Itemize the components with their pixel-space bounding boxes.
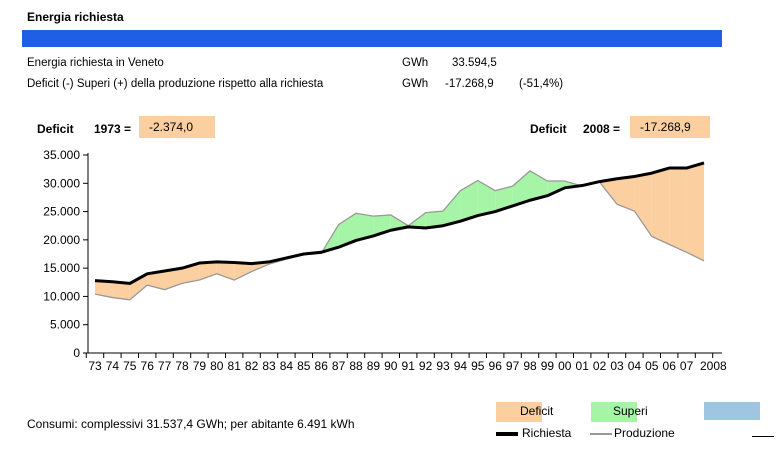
footer-consumption: Consumi: complessivi 31.537,4 GWh; per a… [27, 417, 355, 431]
y-tick-label: 15.000 [43, 261, 80, 275]
x-tick-label: 92 [419, 359, 433, 373]
x-tick-label: 90 [384, 359, 398, 373]
diff-band [199, 261, 217, 281]
x-tick-label: 91 [402, 359, 416, 373]
x-tick-label: 05 [645, 359, 659, 373]
annotation-left-value: -2.374,0 [139, 116, 215, 138]
summary-unit-deficit: GWh [402, 78, 429, 90]
legend-deficit-swatch [496, 402, 542, 422]
annotation-left-year: 1973 = [94, 122, 132, 136]
annotation-left-label: Deficit [37, 122, 74, 136]
x-tick-label: 81 [228, 359, 242, 373]
page-title: Energia richiesta [27, 10, 124, 24]
x-tick-label: 79 [193, 359, 207, 373]
series-line-richiesta [94, 161, 705, 285]
x-tick-label: 97 [506, 359, 520, 373]
x-tick-label: 02 [593, 359, 607, 373]
x-tick-label: 95 [471, 359, 485, 373]
y-tick-label: 20.000 [43, 233, 80, 247]
x-tick-label: 01 [576, 359, 590, 373]
summary-pct-deficit: (-51,4%) [519, 78, 564, 90]
diff-band [216, 261, 235, 281]
x-tick-label: 07 [680, 359, 694, 373]
diff-band [477, 180, 496, 216]
summary-label-deficit: Deficit (-) Superi (+) della produzione … [27, 78, 324, 90]
diff-band [617, 176, 635, 212]
diff-band [356, 213, 374, 241]
x-tick-label: 03 [610, 359, 624, 373]
x-tick-label: 98 [523, 359, 537, 373]
diff-band [651, 168, 670, 245]
y-tick-label: 25.000 [43, 205, 80, 219]
x-tick-label: 93 [436, 359, 450, 373]
diff-band [495, 186, 513, 212]
diff-band [669, 168, 687, 253]
diff-band [147, 270, 165, 290]
x-tick-label: 94 [454, 359, 468, 373]
diff-band [686, 162, 704, 261]
x-tick-label: 96 [489, 359, 503, 373]
legend-produzione-line [590, 433, 612, 435]
header-bar [22, 30, 722, 47]
y-tick-label: 0 [73, 346, 80, 360]
x-tick-label: 06 [663, 359, 677, 373]
diff-band [425, 211, 443, 228]
x-tick-label: 74 [106, 359, 120, 373]
x-tick-label: 04 [628, 359, 642, 373]
legend-richiesta-label: Richiesta [522, 426, 572, 440]
y-tick-label: 10.000 [43, 289, 80, 303]
diff-band [164, 268, 182, 290]
diff-band [530, 170, 548, 201]
x-tick-label: 89 [367, 359, 381, 373]
annotation-right-label: Deficit [530, 122, 567, 136]
legend-richiesta-line [496, 432, 518, 436]
diff-band [95, 280, 113, 298]
x-tick-label: 73 [88, 359, 102, 373]
diff-band [547, 181, 565, 196]
x-tick-label: 80 [210, 359, 224, 373]
x-tick-label: 75 [123, 359, 137, 373]
diff-band [112, 281, 130, 300]
diff-band [234, 262, 252, 281]
x-tick-label: 77 [158, 359, 172, 373]
y-tick-label: 5.000 [50, 318, 80, 332]
diff-band [460, 180, 478, 222]
corner-mark [752, 436, 774, 437]
series-line-produzione [94, 170, 705, 301]
legend-third-swatch [704, 402, 760, 420]
legend-deficit-label: Deficit [520, 404, 554, 418]
legend-produzione-label: Produzione [614, 426, 675, 440]
diff-band [634, 173, 652, 237]
x-tick-label: 87 [332, 359, 346, 373]
x-tick-label: 85 [297, 359, 311, 373]
y-tick-label: 30.000 [43, 176, 80, 190]
x-tick-label: 86 [315, 359, 329, 373]
diff-band [512, 170, 530, 206]
annotation-right-value: -17.268,9 [630, 116, 710, 138]
x-tick-label: 78 [175, 359, 189, 373]
x-tick-label: 76 [141, 359, 155, 373]
diff-band [443, 190, 461, 226]
summary-value-energy: 33.594,5 [452, 57, 497, 69]
x-tick-label: 00 [558, 359, 572, 373]
y-tick-label: 35.000 [43, 148, 80, 162]
annotation-right-year: 2008 = [583, 122, 621, 136]
legend-superi-swatch [591, 402, 637, 422]
x-tick-label: 88 [349, 359, 363, 373]
summary-unit-energy: GWh [402, 57, 429, 69]
x-tick-label: 84 [280, 359, 294, 373]
x-tick-label: 99 [541, 359, 555, 373]
x-tick-label: 2008 [700, 359, 727, 373]
x-tick-label: 83 [262, 359, 276, 373]
summary-value-deficit: -17.268,9 [445, 78, 494, 90]
summary-label-energy: Energia richiesta in Veneto [27, 57, 164, 69]
x-tick-label: 82 [245, 359, 259, 373]
diff-band [129, 273, 148, 300]
legend-superi-label: Superi [613, 404, 648, 418]
